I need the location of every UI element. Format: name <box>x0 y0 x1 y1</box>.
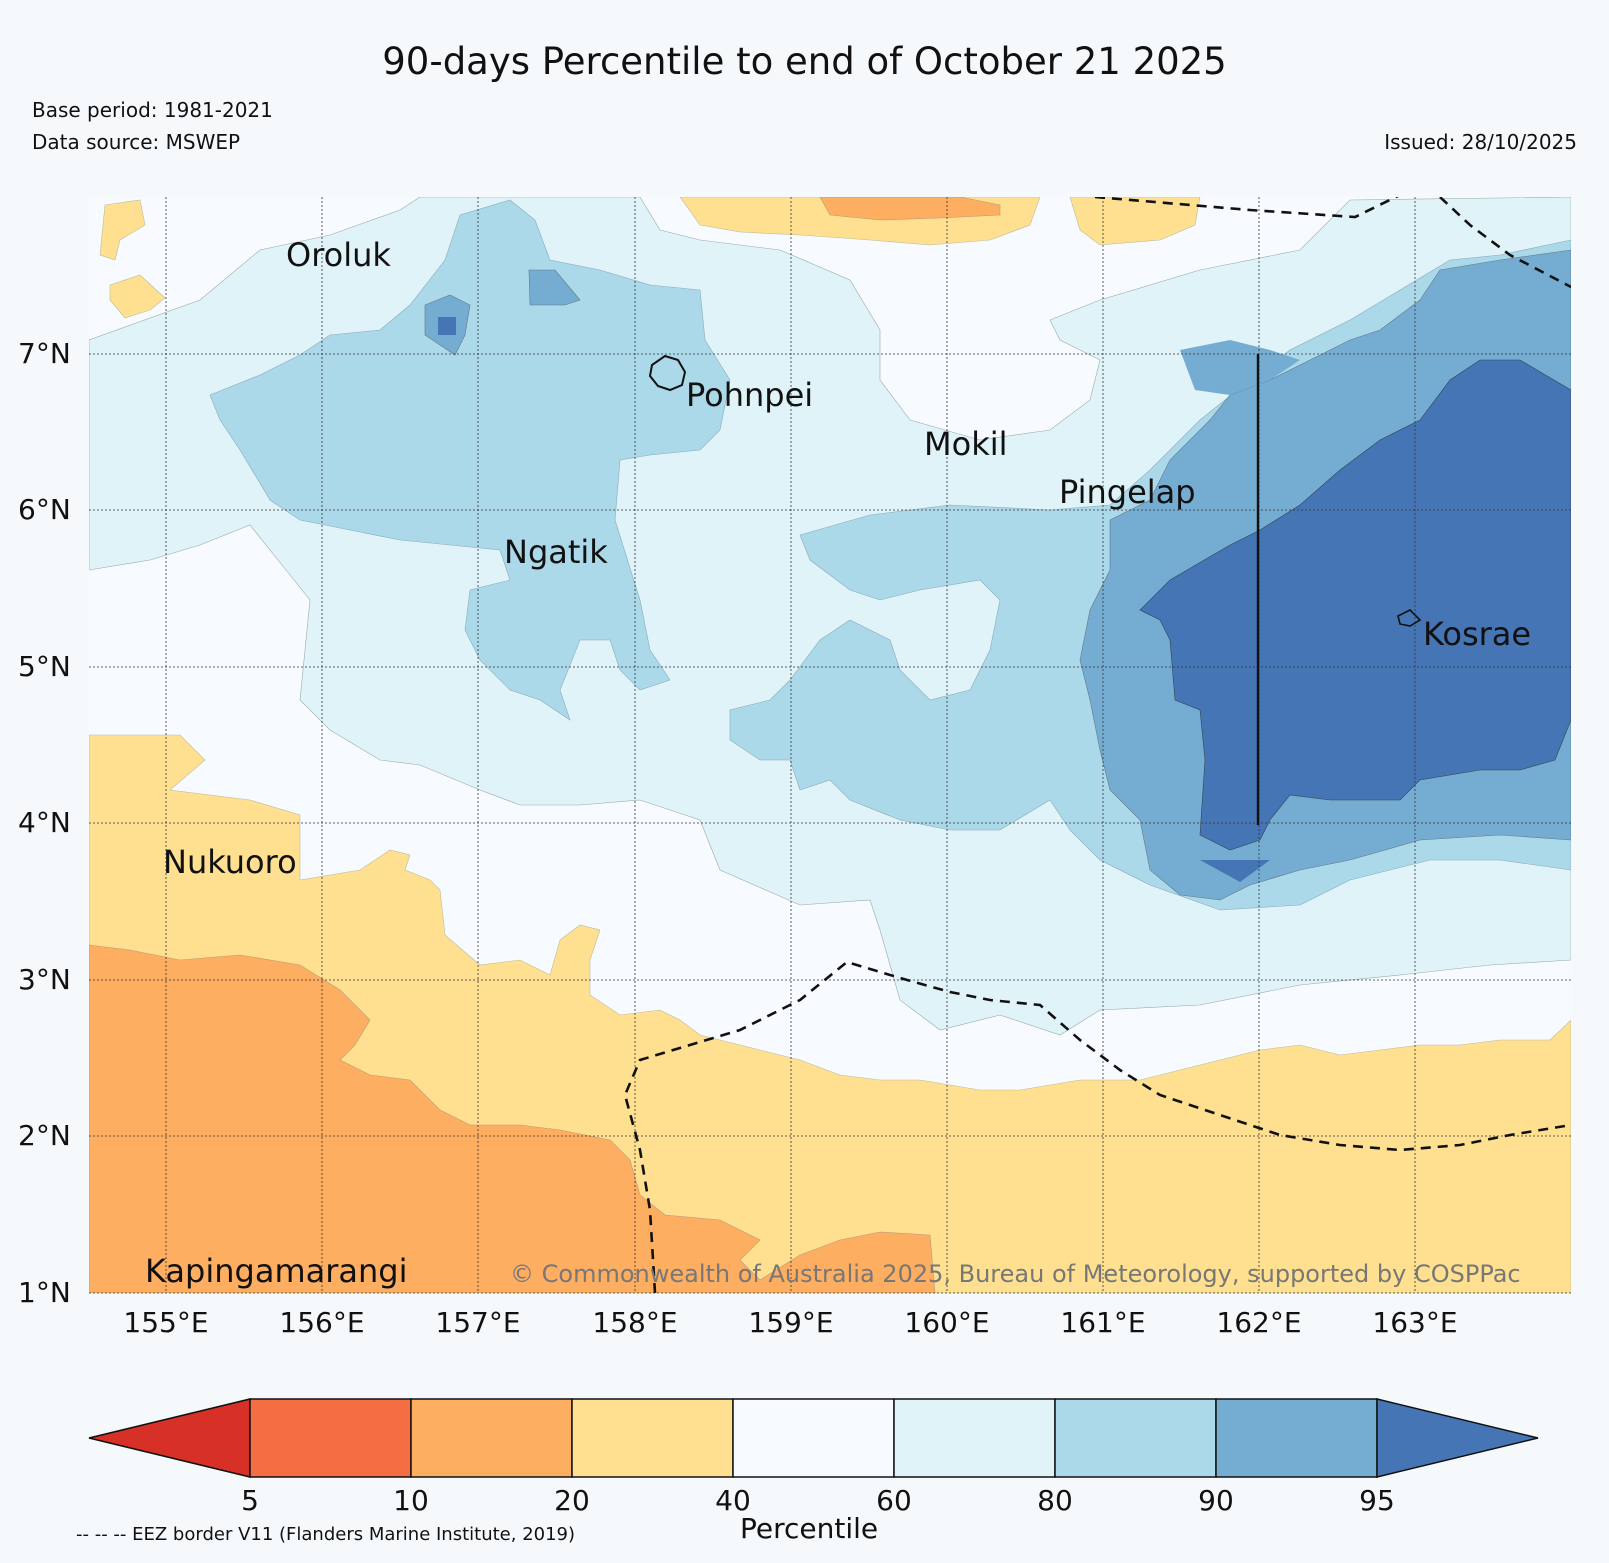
field-20-40-nw-b <box>109 274 166 319</box>
field-90-95-patch-a <box>528 269 581 306</box>
place-label-pingelap: Pingelap <box>1059 473 1196 511</box>
base-period-text: Base period: 1981-2021 <box>32 98 273 122</box>
colorbar-tick-label: 20 <box>554 1484 590 1517</box>
field-above-95 <box>1139 359 1571 851</box>
colorbar-tick-label: 90 <box>1198 1484 1234 1517</box>
place-label-kapingamarangi: Kapingamarangi <box>145 1252 407 1290</box>
eez-border-legend-note: -- -- -- EEZ border V11 (Flanders Marine… <box>76 1524 576 1545</box>
place-label-ngatik: Ngatik <box>504 533 608 571</box>
copyright-text: © Commonwealth of Australia 2025, Bureau… <box>510 1260 1521 1288</box>
lon-tick-label: 160°E <box>904 1306 989 1339</box>
field-10-20-north <box>819 197 1001 221</box>
colorbar-cell-below-5 <box>88 1398 251 1478</box>
lon-tick-label: 161°E <box>1060 1306 1145 1339</box>
field-20-40-northeast <box>1069 197 1201 246</box>
colorbar-cell-40-60 <box>732 1398 895 1478</box>
lat-tick-label: 5°N <box>18 650 71 683</box>
lon-tick-label: 155°E <box>123 1306 208 1339</box>
place-label-nukuoro: Nukuoro <box>163 843 297 881</box>
colorbar-tick-label: 5 <box>241 1484 259 1517</box>
colorbar-cell-10-20 <box>410 1398 573 1478</box>
lon-tick-labels: 155°E 156°E 157°E 158°E 159°E 160°E 161°… <box>123 1306 1457 1339</box>
lat-tick-labels: 7°N 6°N 5°N 4°N 3°N 2°N 1°N <box>18 337 71 1309</box>
place-label-kosrae: Kosrae <box>1423 615 1531 653</box>
lat-tick-label: 6°N <box>18 493 71 526</box>
colorbar-tick-labels: 5 10 20 40 60 80 90 95 <box>241 1484 1395 1517</box>
lon-tick-label: 162°E <box>1216 1306 1301 1339</box>
lon-tick-label: 159°E <box>748 1306 833 1339</box>
lon-tick-label: 156°E <box>279 1306 364 1339</box>
lat-tick-label: 4°N <box>18 806 71 839</box>
lon-tick-label: 157°E <box>435 1306 520 1339</box>
place-label-mokil: Mokil <box>924 425 1008 463</box>
pohnpei-island-outline <box>648 354 687 392</box>
issued-date-text: Issued: 28/10/2025 <box>1384 130 1577 154</box>
lat-tick-label: 7°N <box>18 337 71 370</box>
field-80-90-west <box>209 199 731 721</box>
colorbar-cell-20-40 <box>571 1398 734 1478</box>
field-10-20-south <box>89 944 936 1293</box>
lon-tick-label: 163°E <box>1372 1306 1457 1339</box>
colorbar-label: Percentile <box>740 1512 879 1545</box>
colorbar-cell-5-10 <box>249 1398 412 1478</box>
field-20-40-nw-a <box>99 199 146 261</box>
lat-tick-label: 1°N <box>18 1276 71 1309</box>
place-label-oroluk: Oroluk <box>286 236 391 274</box>
colorbar <box>88 1398 1539 1478</box>
colorbar-tick-label: 40 <box>715 1484 751 1517</box>
colorbar-cell-above-95 <box>1376 1398 1539 1478</box>
data-source-text: Data source: MSWEP <box>32 130 241 154</box>
map-title: 90-days Percentile to end of October 21 … <box>382 40 1227 83</box>
eez-border <box>623 197 1571 1293</box>
colorbar-tick-label: 60 <box>876 1484 912 1517</box>
lat-tick-label: 3°N <box>18 963 71 996</box>
map-field <box>89 197 1571 1293</box>
colorbar-cell-80-90 <box>1054 1398 1217 1478</box>
colorbar-tick-label: 80 <box>1037 1484 1073 1517</box>
colorbar-tick-label: 95 <box>1359 1484 1395 1517</box>
lat-tick-label: 2°N <box>18 1119 71 1152</box>
colorbar-cell-90-95 <box>1215 1398 1378 1478</box>
field-above-95-spike <box>1200 860 1270 882</box>
kosrae-island-outline <box>1397 609 1422 627</box>
place-label-pohnpei: Pohnpei <box>686 376 813 414</box>
field-above-95-patch <box>438 317 456 335</box>
place-labels: Oroluk Pohnpei Mokil Pingelap Ngatik Kos… <box>145 236 1531 1290</box>
colorbar-tick-label: 10 <box>393 1484 429 1517</box>
lon-tick-label: 158°E <box>592 1306 677 1339</box>
colorbar-cell-60-80 <box>893 1398 1056 1478</box>
